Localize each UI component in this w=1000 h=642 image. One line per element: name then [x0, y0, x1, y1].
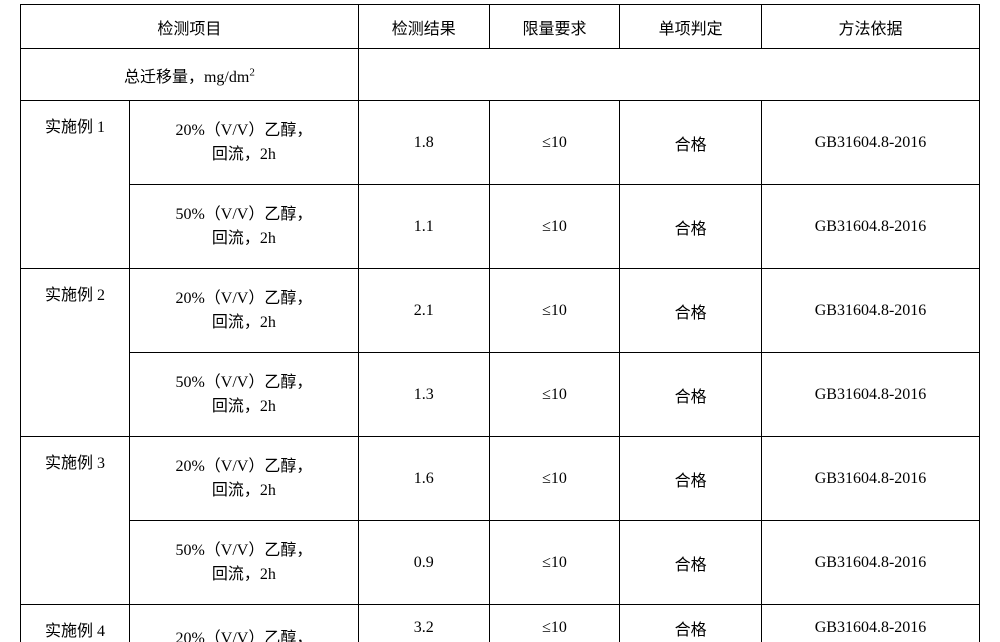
condition-cell: 20%（V/V）乙醇， 回流，2h — [129, 437, 358, 521]
method-cell: GB31604.8-2016 — [762, 605, 980, 642]
judge-cell: 合格 — [620, 353, 762, 437]
method-cell: GB31604.8-2016 — [762, 437, 980, 521]
table-row: 实施例 4 20%（V/V）乙醇， 3.2 ≤10 合格 GB31604.8-2… — [21, 605, 980, 642]
cond-line: 20%（V/V）乙醇， — [175, 290, 312, 307]
table-row: 50%（V/V）乙醇， 回流，2h 0.9 ≤10 合格 GB31604.8-2… — [21, 521, 980, 605]
cond-line: 20%（V/V）乙醇， — [175, 122, 312, 139]
header-judge: 单项判定 — [620, 5, 762, 49]
subheader-text: 总迁移量，mg/dm — [124, 69, 249, 86]
judge-cell: 合格 — [620, 185, 762, 269]
limit-cell: ≤10 — [489, 185, 620, 269]
method-cell: GB31604.8-2016 — [762, 101, 980, 185]
table-row: 50%（V/V）乙醇， 回流，2h 1.3 ≤10 合格 GB31604.8-2… — [21, 353, 980, 437]
cond-line: 回流，2h — [212, 146, 276, 163]
method-cell: GB31604.8-2016 — [762, 185, 980, 269]
subheader-blank — [358, 49, 979, 101]
table-row: 实施例 1 20%（V/V）乙醇， 回流，2h 1.8 ≤10 合格 GB316… — [21, 101, 980, 185]
limit-cell: ≤10 — [489, 605, 620, 642]
result-cell: 3.2 — [358, 605, 489, 642]
result-cell: 1.3 — [358, 353, 489, 437]
row-label-1: 实施例 1 — [21, 101, 130, 269]
cond-line: 回流，2h — [212, 482, 276, 499]
limit-cell: ≤10 — [489, 437, 620, 521]
condition-cell: 20%（V/V）乙醇， 回流，2h — [129, 101, 358, 185]
method-cell: GB31604.8-2016 — [762, 521, 980, 605]
result-cell: 1.8 — [358, 101, 489, 185]
table-header-row: 检测项目 检测结果 限量要求 单项判定 方法依据 — [21, 5, 980, 49]
cond-line: 50%（V/V）乙醇， — [175, 374, 312, 391]
table-row: 实施例 2 20%（V/V）乙醇， 回流，2h 2.1 ≤10 合格 GB316… — [21, 269, 980, 353]
result-cell: 1.1 — [358, 185, 489, 269]
row-label-4: 实施例 4 — [21, 605, 130, 642]
judge-cell: 合格 — [620, 437, 762, 521]
subheader-total-migration: 总迁移量，mg/dm2 — [21, 49, 359, 101]
condition-cell: 20%（V/V）乙醇， 回流，2h — [129, 269, 358, 353]
cond-line: 20%（V/V）乙醇， — [175, 458, 312, 475]
limit-cell: ≤10 — [489, 353, 620, 437]
condition-cell: 20%（V/V）乙醇， — [129, 605, 358, 642]
row-label-3: 实施例 3 — [21, 437, 130, 605]
table-row: 实施例 3 20%（V/V）乙醇， 回流，2h 1.6 ≤10 合格 GB316… — [21, 437, 980, 521]
limit-cell: ≤10 — [489, 101, 620, 185]
header-test-item: 检测项目 — [21, 5, 359, 49]
result-cell: 1.6 — [358, 437, 489, 521]
cond-line: 回流，2h — [212, 230, 276, 247]
judge-cell: 合格 — [620, 605, 762, 642]
header-result: 检测结果 — [358, 5, 489, 49]
cond-line: 回流，2h — [212, 398, 276, 415]
subheader-sup: 2 — [249, 66, 255, 78]
method-cell: GB31604.8-2016 — [762, 269, 980, 353]
cond-line: 20%（V/V）乙醇， — [175, 630, 312, 642]
cond-line: 50%（V/V）乙醇， — [175, 542, 312, 559]
migration-test-table: 检测项目 检测结果 限量要求 单项判定 方法依据 总迁移量，mg/dm2 实施例… — [20, 4, 980, 642]
result-cell: 2.1 — [358, 269, 489, 353]
judge-cell: 合格 — [620, 101, 762, 185]
condition-cell: 50%（V/V）乙醇， 回流，2h — [129, 185, 358, 269]
method-cell: GB31604.8-2016 — [762, 353, 980, 437]
table-subheader-row: 总迁移量，mg/dm2 — [21, 49, 980, 101]
judge-cell: 合格 — [620, 521, 762, 605]
result-cell: 0.9 — [358, 521, 489, 605]
table-row: 50%（V/V）乙醇， 回流，2h 1.1 ≤10 合格 GB31604.8-2… — [21, 185, 980, 269]
condition-cell: 50%（V/V）乙醇， 回流，2h — [129, 521, 358, 605]
limit-cell: ≤10 — [489, 269, 620, 353]
cond-line: 回流，2h — [212, 314, 276, 331]
cond-line: 50%（V/V）乙醇， — [175, 206, 312, 223]
row-label-2: 实施例 2 — [21, 269, 130, 437]
header-limit: 限量要求 — [489, 5, 620, 49]
judge-cell: 合格 — [620, 269, 762, 353]
header-method: 方法依据 — [762, 5, 980, 49]
limit-cell: ≤10 — [489, 521, 620, 605]
condition-cell: 50%（V/V）乙醇， 回流，2h — [129, 353, 358, 437]
cond-line: 回流，2h — [212, 566, 276, 583]
